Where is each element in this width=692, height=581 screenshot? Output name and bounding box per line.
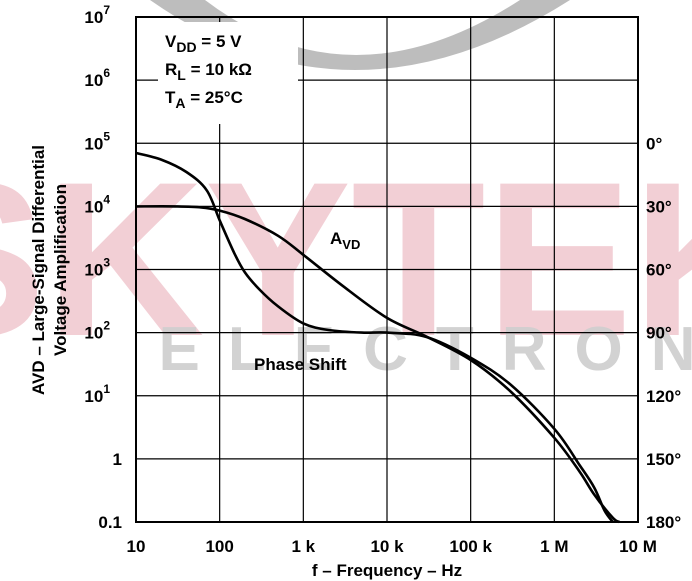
- x-tick-label: 10 k: [370, 537, 404, 556]
- y-tick-label: 102: [84, 319, 110, 343]
- x-tick-label: 1 M: [540, 537, 568, 556]
- y2-tick-label: 90°: [646, 324, 672, 343]
- y-axis-label-group: AVD – Large-Signal Differential Voltage …: [29, 145, 70, 395]
- y2-tick-label: 60°: [646, 261, 672, 280]
- condition-line: RL = 10 kΩ: [165, 60, 252, 83]
- watermark-main-text: SKYTEK: [0, 136, 692, 382]
- y-tick-label: 1: [113, 450, 122, 469]
- y2-tick-label: 120°: [646, 387, 681, 406]
- y-tick-label: 101: [84, 382, 110, 406]
- condition-line: VDD = 5 V: [165, 32, 242, 55]
- y-tick-label: 104: [84, 192, 110, 216]
- y2-tick-label: 30°: [646, 197, 672, 216]
- y-tick-label: 0.1: [98, 513, 122, 532]
- series-layer: [135, 151, 621, 524]
- x-tick-label: 10: [127, 537, 146, 556]
- avd-series-label: AVD: [330, 229, 360, 252]
- y-tick-label: 106: [84, 66, 110, 90]
- x-axis-label: f – Frequency – Hz: [312, 561, 462, 580]
- x-tick-label: 1 k: [292, 537, 316, 556]
- x-tick-label: 100 k: [449, 537, 492, 556]
- y2-tick-label: 180°: [646, 513, 681, 532]
- condition-line: TA = 25°C: [165, 88, 243, 111]
- conditions-background: [158, 22, 298, 124]
- x-axis-tick-labels: 10 100 1 k 10 k 100 k 1 M 10 M: [127, 537, 657, 556]
- phase-shift-series-line: [135, 205, 621, 524]
- conditions-block: VDD = 5 V RL = 10 kΩ TA = 25°C: [158, 22, 298, 124]
- y2-axis-tick-labels: 0° 30° 60° 90° 120° 150° 180°: [646, 134, 681, 532]
- watermark-sub-text: ELECTRONIC: [159, 315, 692, 384]
- phase-shift-label: Phase Shift: [254, 355, 347, 374]
- watermark: SKYTEK ELECTRONIC: [0, 0, 692, 384]
- y-axis-tick-labels: 0.1 1 101 102 103 104 105 106 107: [84, 3, 122, 532]
- x-tick-label: 100: [205, 537, 233, 556]
- y-tick-label: 105: [84, 129, 110, 153]
- y-axis-label-line1: AVD – Large-Signal Differential: [29, 145, 48, 395]
- y2-tick-label: 150°: [646, 450, 681, 469]
- avd-series-line: [135, 151, 614, 523]
- y-tick-label: 103: [84, 256, 110, 280]
- y2-tick-label: 0°: [646, 134, 662, 153]
- x-tick-label: 10 M: [619, 537, 657, 556]
- y-tick-label: 107: [84, 3, 110, 27]
- plot-frame: [135, 16, 639, 523]
- y-axis-label-line2: Voltage Amplification: [51, 184, 70, 356]
